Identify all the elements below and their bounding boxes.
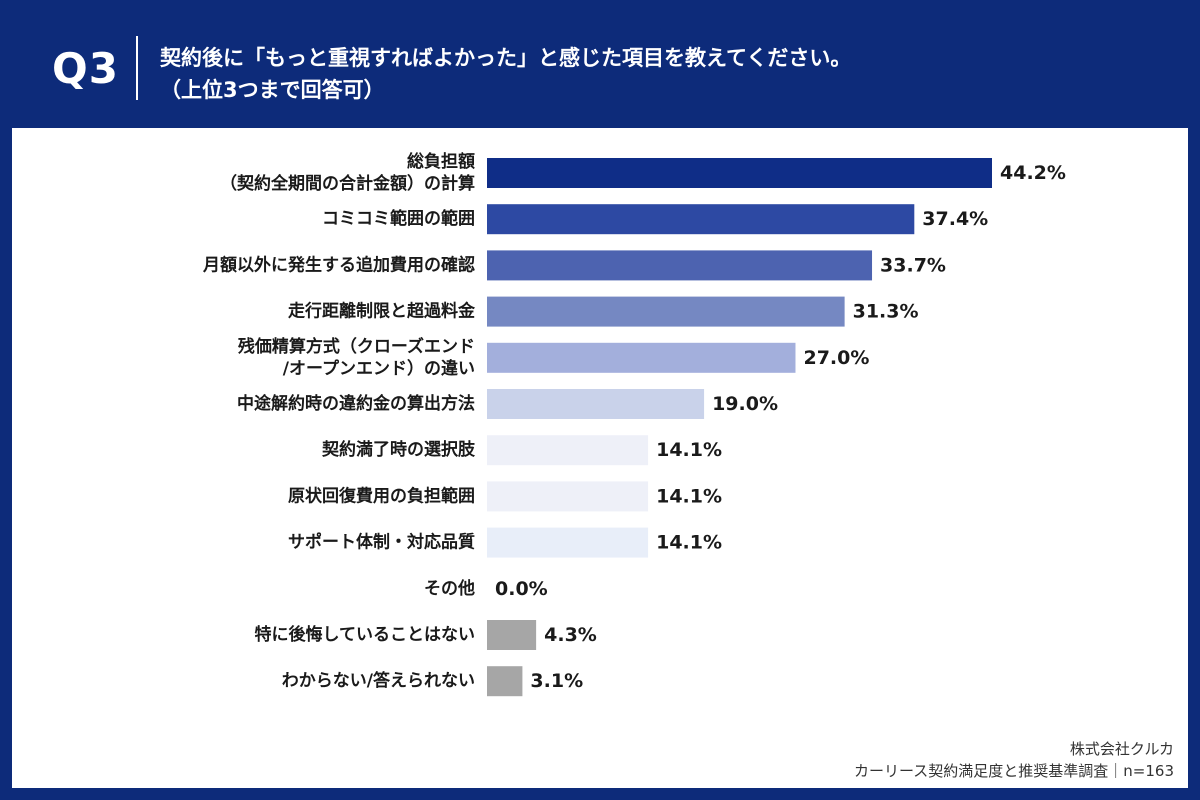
question-line-2: （上位3つまで回答可） (160, 78, 385, 102)
value-label: 14.1% (656, 485, 722, 507)
chart-panel: 総負担額 （契約全期間の合計金額）の計算 44.2% コミコミ範囲の範囲 37.4% 月額… (12, 128, 1188, 788)
value-label: 27.0% (803, 347, 869, 369)
question-text: 契約後に「もっと重視すればよかった」と感じた項目を教えてください。 （上位3つま… (160, 42, 851, 106)
category-label: 契約満了時の選択肢 (321, 439, 476, 460)
category-label: わからない/答えられない (282, 670, 475, 691)
survey-info: カーリース契約満足度と推奨基準調査｜n=163 (854, 762, 1174, 780)
category-label: 残価精算方式（クローズエンド (238, 336, 475, 357)
header-divider (136, 36, 138, 100)
bar (487, 481, 649, 512)
bar (487, 296, 845, 327)
bar-chart: 総負担額（契約全期間の合計金額）の計算 44.2% コミコミ範囲の範囲 37.4% 月額… (202, 151, 1066, 697)
category-label: 中途解約時の違約金の算出方法 (237, 393, 475, 414)
bar (487, 250, 873, 281)
bar (487, 666, 523, 697)
bar (487, 158, 992, 188)
value-label: 14.1% (656, 532, 722, 554)
bar (487, 435, 649, 466)
header: Q3 契約後に「もっと重視すればよかった」と感じた項目を教えてください。 （上位… (0, 0, 1200, 128)
category-label: 原状回復費用の負担範囲 (288, 485, 475, 506)
value-label: 31.3% (853, 301, 919, 323)
value-label: 14.1% (656, 439, 722, 461)
value-label: 4.3% (544, 624, 597, 646)
value-label: 3.1% (530, 670, 583, 692)
category-label: （契約全期間の合計金額）の計算 (220, 173, 475, 194)
category-label: 月額以外に発生する追加費用の確認 (202, 254, 475, 275)
footer: 株式会社クルカ カーリース契約満足度と推奨基準調査｜n=163 (854, 738, 1174, 782)
company-name: 株式会社クルカ (1069, 740, 1174, 758)
value-label: 44.2% (1000, 162, 1066, 184)
category-label: 総負担額 (407, 151, 475, 172)
value-label: 19.0% (712, 393, 778, 415)
category-label: 特に後悔していることはない (255, 624, 476, 645)
bar (487, 389, 705, 419)
question-line-1: 契約後に「もっと重視すればよかった」と感じた項目を教えてください。 (160, 46, 852, 70)
category-label: 走行距離制限と超過料金 (288, 301, 476, 322)
category-label: その他 (424, 578, 475, 599)
bar (487, 527, 649, 558)
value-label: 37.4% (922, 208, 988, 230)
value-label: 33.7% (880, 254, 946, 276)
category-label: /オープンエンド）の違い (283, 358, 475, 379)
bar (487, 204, 915, 235)
value-label: 0.0% (495, 578, 548, 600)
question-number: Q3 (52, 44, 119, 93)
bar (487, 620, 537, 650)
category-label: コミコミ範囲の範囲 (322, 208, 475, 229)
bar (487, 342, 796, 373)
category-label: サポート体制・対応品質 (288, 532, 475, 553)
